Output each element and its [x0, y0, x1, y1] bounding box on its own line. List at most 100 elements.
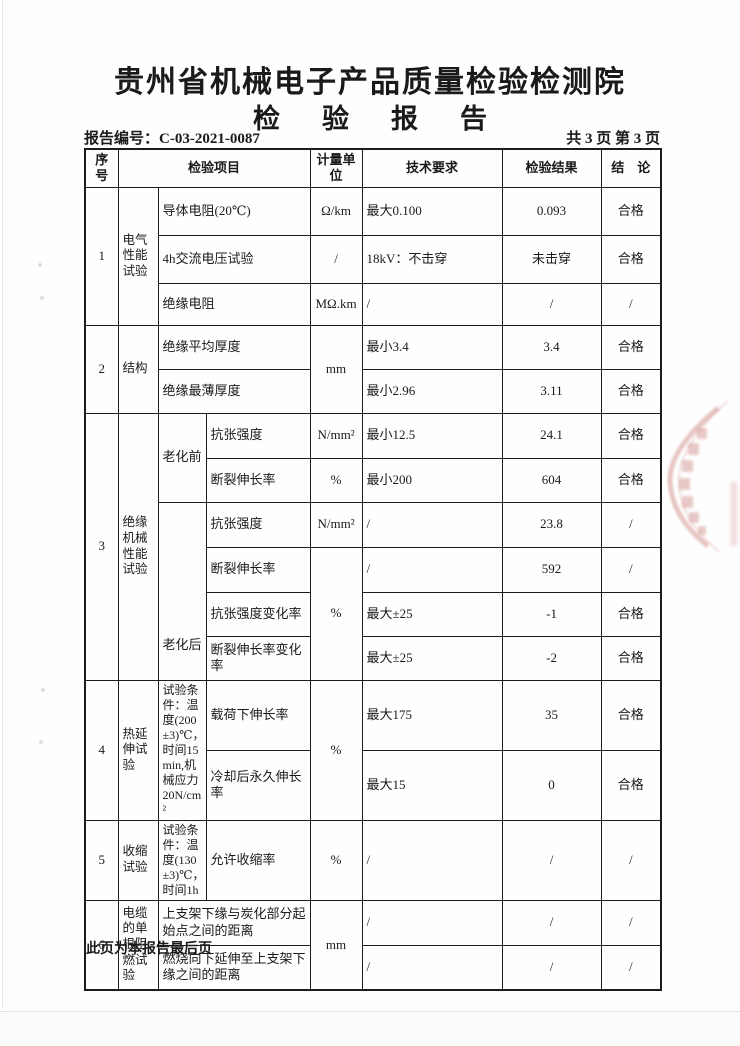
table-row: 燃烧向下延伸至上支架下缘之间的距离 / / / — [85, 944, 662, 991]
cell-group-category: 收缩试验 — [117, 819, 159, 901]
cell-result: 604 — [501, 457, 602, 503]
cell-unit: % — [309, 819, 363, 901]
cell-unit: % — [309, 457, 363, 503]
table-row: 绝缘电阻 MΩ.km / / / — [85, 282, 662, 326]
cell-requirement: / — [361, 899, 503, 946]
table-header-row: 序号 检验项目 计量单位 技术要求 检验结果 结 论 — [84, 148, 662, 188]
report-number: 报告编号：C-03-2021-0087 — [84, 127, 260, 148]
cell-result: 592 — [501, 546, 602, 593]
scan-speck — [38, 263, 42, 267]
cell-group-no: 3 — [84, 412, 119, 681]
cell-unit: % — [309, 679, 363, 821]
scan-speck — [41, 688, 45, 692]
table-row: 抗张强度变化率 最大±25 -1 合格 — [85, 591, 662, 637]
cell-requirement: 最大175 — [361, 679, 503, 751]
cell-item: 绝缘最薄厚度 — [157, 368, 311, 414]
cell-requirement: 最大15 — [361, 749, 503, 821]
cell-item: 绝缘电阻 — [157, 282, 311, 326]
cell-conclusion: 合格 — [600, 457, 662, 503]
header-requirement: 技术要求 — [361, 148, 503, 188]
cell-result: 0.093 — [501, 186, 602, 236]
scan-speck — [39, 740, 43, 744]
table-row: 3 绝缘机械性能试验 老化前 抗张强度 N/mm² 最小12.5 24.1 合格 — [84, 412, 662, 681]
cell-group-category: 热延伸试验 — [117, 679, 159, 821]
cell-requirement: 最大0.100 — [361, 186, 503, 236]
cell-group-no: 2 — [84, 324, 119, 414]
cell-unit: N/mm² — [309, 412, 363, 459]
cell-item: 允许收缩率 — [205, 819, 311, 901]
organization-title: 贵州省机械电子产品质量检验检测院 — [114, 66, 626, 99]
seal-smudge-icon — [731, 482, 737, 546]
cell-result: 0 — [501, 749, 602, 821]
cell-result: 23.8 — [501, 501, 602, 548]
cell-item: 抗张强度 — [205, 412, 311, 459]
cell-conclusion: 合格 — [600, 234, 662, 284]
cell-unit: % — [309, 546, 363, 681]
cell-result: 3.4 — [501, 324, 602, 370]
report-number-label: 报告编号： — [84, 131, 160, 147]
header-unit: 计量单位 — [309, 148, 363, 188]
cell-conclusion: / — [600, 944, 662, 991]
cell-subgroup: 老化后 — [157, 501, 207, 681]
cell-test-condition: 试验条件：温度(130±3)℃，时间1h — [157, 819, 207, 901]
cell-item: 导体电阻(20℃) — [157, 186, 311, 236]
scan-fold-line — [0, 1011, 740, 1012]
cell-item: 抗张强度 — [205, 501, 311, 548]
cell-item: 载荷下伸长率 — [205, 679, 311, 751]
cell-requirement: / — [361, 282, 503, 326]
cell-group-no: 4 — [84, 679, 119, 821]
cell-conclusion: 合格 — [600, 635, 662, 681]
table-row: 老化后 抗张强度 N/mm² / 23.8 / — [85, 501, 662, 681]
cell-result: / — [501, 899, 602, 946]
cell-item: 绝缘平均厚度 — [157, 324, 311, 370]
table-row: 2 结构 绝缘平均厚度 mm 最小3.4 3.4 合格 — [84, 324, 662, 414]
cell-unit: / — [309, 234, 363, 284]
cell-item: 4h交流电压试验 — [157, 234, 311, 284]
cell-requirement: 最小3.4 — [361, 324, 503, 370]
cell-conclusion: 合格 — [600, 679, 662, 751]
cell-result: 35 — [501, 679, 602, 751]
cell-group-no: 1 — [84, 186, 119, 326]
header-result: 检验结果 — [501, 148, 602, 188]
scan-below-fold — [0, 1012, 740, 1046]
cell-subgroup: 老化前 — [157, 412, 207, 503]
report-title: 检验报告 — [253, 104, 529, 134]
cell-conclusion: / — [600, 546, 662, 593]
cell-conclusion: / — [600, 899, 662, 946]
cell-conclusion: / — [600, 819, 662, 901]
cell-conclusion: 合格 — [600, 368, 662, 414]
cell-group-category: 电缆的单根阻燃试验 — [117, 899, 159, 991]
cell-item: 燃烧向下延伸至上支架下缘之间的距离 — [157, 944, 311, 991]
cell-group-no: 6 — [84, 899, 119, 991]
cell-requirement: / — [361, 501, 503, 548]
cell-item: 断裂伸长率变化率 — [205, 635, 311, 681]
cell-conclusion: 合格 — [600, 186, 662, 236]
scan-speck — [40, 296, 44, 300]
page-count: 共 3 页 第 3 页 — [566, 131, 660, 147]
cell-result: 24.1 — [501, 412, 602, 459]
cell-conclusion: / — [600, 501, 662, 548]
cell-test-condition: 试验条件：温度(200±3)℃，时间15min,机械应力20N/cm² — [157, 679, 207, 821]
table-row: 1 电气性能试验 导体电阻(20℃) Ω/km 最大0.100 0.093 合格 — [84, 186, 662, 326]
cell-requirement: / — [361, 944, 503, 991]
cell-requirement: 最小200 — [361, 457, 503, 503]
cell-unit: mm — [309, 899, 363, 991]
table-row: 绝缘最薄厚度 最小2.96 3.11 合格 — [85, 368, 662, 414]
report-number-value: C-03-2021-0087 — [159, 131, 260, 147]
cell-requirement: 18kV：不击穿 — [361, 234, 503, 284]
cell-result: / — [501, 819, 602, 901]
cell-unit: MΩ.km — [309, 282, 363, 326]
cell-conclusion: 合格 — [600, 324, 662, 370]
table-row: 4 热延伸试验 试验条件：温度(200±3)℃，时间15min,机械应力20N/… — [84, 679, 662, 821]
report-info-row: 报告编号：C-03-2021-0087 共 3 页 第 3 页 — [84, 127, 660, 148]
header-item: 检验项目 — [117, 148, 311, 188]
cell-result: 未击穿 — [501, 234, 602, 284]
cell-item: 冷却后永久伸长率 — [205, 749, 311, 821]
cell-unit: N/mm² — [309, 501, 363, 548]
header-conclusion: 结 论 — [600, 148, 662, 188]
cell-conclusion: / — [600, 282, 662, 326]
table-row: 4h交流电压试验 / 18kV：不击穿 未击穿 合格 — [85, 234, 662, 284]
table-row: 6 电缆的单根阻燃试验 上支架下缘与炭化部分起始点之间的距离 mm / / / — [84, 899, 662, 991]
cell-requirement: 最小12.5 — [361, 412, 503, 459]
cell-requirement: 最大±25 — [361, 635, 503, 681]
